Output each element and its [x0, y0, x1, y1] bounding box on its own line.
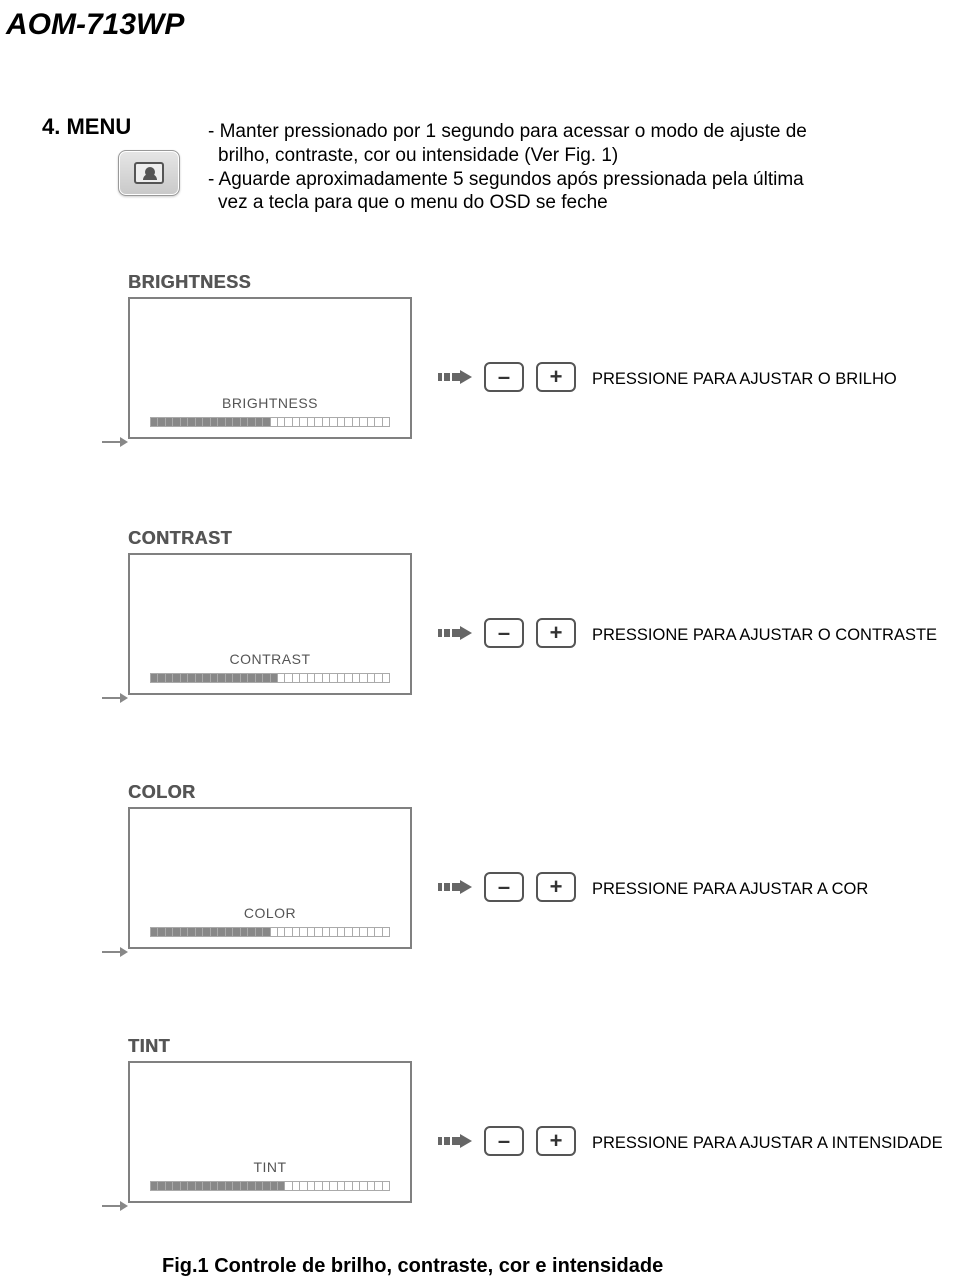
osd-color: COLOR COLOR	[128, 782, 412, 949]
instruction-text: PRESSIONE PARA AJUSTAR O CONTRASTE	[592, 626, 937, 645]
osd-display: CONTRAST	[128, 553, 412, 695]
minus-button[interactable]: –	[484, 362, 524, 392]
minus-button[interactable]: –	[484, 618, 524, 648]
adjust-controls: – +	[438, 362, 576, 392]
model-title: AOM-713WP	[6, 8, 184, 42]
section-number: 4.	[42, 114, 60, 139]
osd-title: COLOR	[128, 782, 412, 803]
plus-button[interactable]: +	[536, 362, 576, 392]
osd-inner-label: CONTRAST	[130, 651, 410, 667]
section-heading: 4. MENU	[42, 114, 131, 140]
osd-contrast: CONTRAST CONTRAST	[128, 528, 412, 695]
flow-arrow-icon	[102, 947, 128, 957]
intro-line: vez a tecla para que o menu do OSD se fe…	[208, 191, 828, 215]
press-arrow-icon	[438, 371, 472, 383]
osd-level-bar	[150, 1181, 390, 1191]
flow-arrow-icon	[102, 693, 128, 703]
adjust-controls: – +	[438, 618, 576, 648]
adjust-controls: – +	[438, 872, 576, 902]
osd-display: COLOR	[128, 807, 412, 949]
intro-line: - Aguarde aproximadamente 5 segundos apó…	[208, 168, 828, 192]
osd-title: BRIGHTNESS	[128, 272, 412, 293]
figure-caption: Fig.1 Controle de brilho, contraste, cor…	[162, 1255, 663, 1278]
intro-text: - Manter pressionado por 1 segundo para …	[208, 120, 828, 215]
instruction-text: PRESSIONE PARA AJUSTAR A INTENSIDADE	[592, 1134, 943, 1153]
osd-inner-label: COLOR	[130, 905, 410, 921]
intro-line: - Manter pressionado por 1 segundo para …	[208, 120, 828, 144]
person-icon	[134, 162, 164, 184]
press-arrow-icon	[438, 1135, 472, 1147]
osd-display: TINT	[128, 1061, 412, 1203]
intro-line: brilho, contraste, cor ou intensidade (V…	[208, 144, 828, 168]
flow-arrow-icon	[102, 437, 128, 447]
osd-inner-label: BRIGHTNESS	[130, 395, 410, 411]
osd-brightness: BRIGHTNESS BRIGHTNESS	[128, 272, 412, 439]
osd-title: TINT	[128, 1036, 412, 1057]
plus-button[interactable]: +	[536, 1126, 576, 1156]
plus-button[interactable]: +	[536, 872, 576, 902]
osd-level-bar	[150, 927, 390, 937]
osd-inner-label: TINT	[130, 1159, 410, 1175]
osd-display: BRIGHTNESS	[128, 297, 412, 439]
menu-button[interactable]	[118, 150, 180, 196]
minus-button[interactable]: –	[484, 872, 524, 902]
press-arrow-icon	[438, 627, 472, 639]
section-title: MENU	[66, 114, 131, 139]
osd-title: CONTRAST	[128, 528, 412, 549]
osd-level-bar	[150, 673, 390, 683]
adjust-controls: – +	[438, 1126, 576, 1156]
osd-level-bar	[150, 417, 390, 427]
instruction-text: PRESSIONE PARA AJUSTAR O BRILHO	[592, 370, 897, 389]
instruction-text: PRESSIONE PARA AJUSTAR A COR	[592, 880, 868, 899]
flow-arrow-icon	[102, 1201, 128, 1211]
minus-button[interactable]: –	[484, 1126, 524, 1156]
osd-tint: TINT TINT	[128, 1036, 412, 1203]
plus-button[interactable]: +	[536, 618, 576, 648]
press-arrow-icon	[438, 881, 472, 893]
